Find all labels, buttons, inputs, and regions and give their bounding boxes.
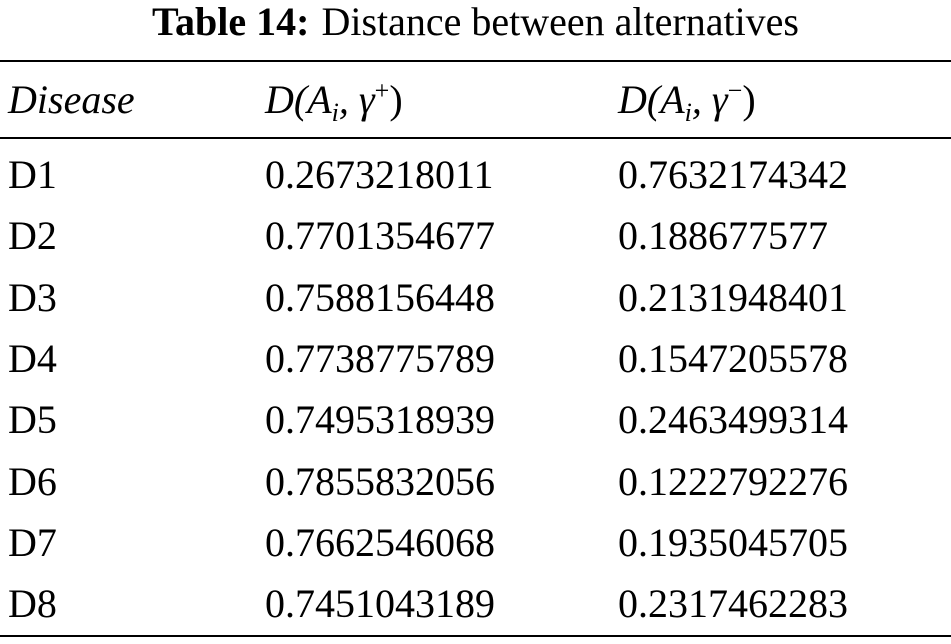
row-label: D5: [8, 397, 57, 443]
value-cell: 0.1547205578: [618, 335, 848, 381]
caption-label: Table 14:: [151, 0, 310, 44]
value-cell: 0.2463499314: [618, 397, 848, 443]
header-cell: D(Ai, γ+): [265, 76, 403, 126]
math-superscript: +: [374, 76, 390, 105]
row-label: D6: [8, 458, 57, 504]
row-label: D7: [8, 519, 57, 565]
math-superscript: −: [727, 76, 743, 105]
value-cell: 0.1935045705: [618, 519, 848, 565]
math-subscript: i: [331, 98, 339, 127]
value-cell: 0.2131948401: [618, 274, 848, 320]
row-label: D3: [8, 274, 57, 320]
row-label: D1: [8, 152, 57, 197]
math-base: D(A: [265, 77, 332, 122]
math-subscript: i: [684, 98, 692, 127]
table-caption: Table 14: Distance between alternatives: [0, 0, 951, 44]
value-cell: 0.7632174342: [618, 152, 848, 197]
value-cell: 0.7855832056: [265, 458, 495, 504]
row-label: D8: [8, 581, 57, 627]
header-cell: Disease: [8, 77, 135, 122]
header-cell: D(Ai, γ−): [618, 76, 756, 126]
header-rule: [0, 137, 951, 139]
value-cell: 0.188677577: [618, 213, 828, 259]
caption-text: Distance between alternatives: [321, 0, 799, 44]
value-cell: 0.7588156448: [265, 274, 495, 320]
value-cell: 0.7738775789: [265, 335, 495, 381]
value-cell: 0.7451043189: [265, 581, 495, 627]
math-base: D(A: [618, 77, 685, 122]
row-label: D4: [8, 335, 57, 381]
math-end: ): [389, 77, 403, 122]
math-end: ): [742, 77, 756, 122]
value-cell: 0.1222792276: [618, 458, 848, 504]
row-label: D2: [8, 213, 57, 259]
math-mid: , γ: [691, 77, 728, 122]
top-rule: [0, 60, 951, 62]
value-cell: 0.2317462283: [618, 581, 848, 627]
value-cell: 0.7701354677: [265, 213, 495, 259]
value-cell: 0.7662546068: [265, 519, 495, 565]
value-cell: 0.2673218011: [265, 152, 494, 197]
value-cell: 0.7495318939: [265, 397, 495, 443]
math-mid: , γ: [338, 77, 375, 122]
bottom-rule: [0, 635, 951, 637]
